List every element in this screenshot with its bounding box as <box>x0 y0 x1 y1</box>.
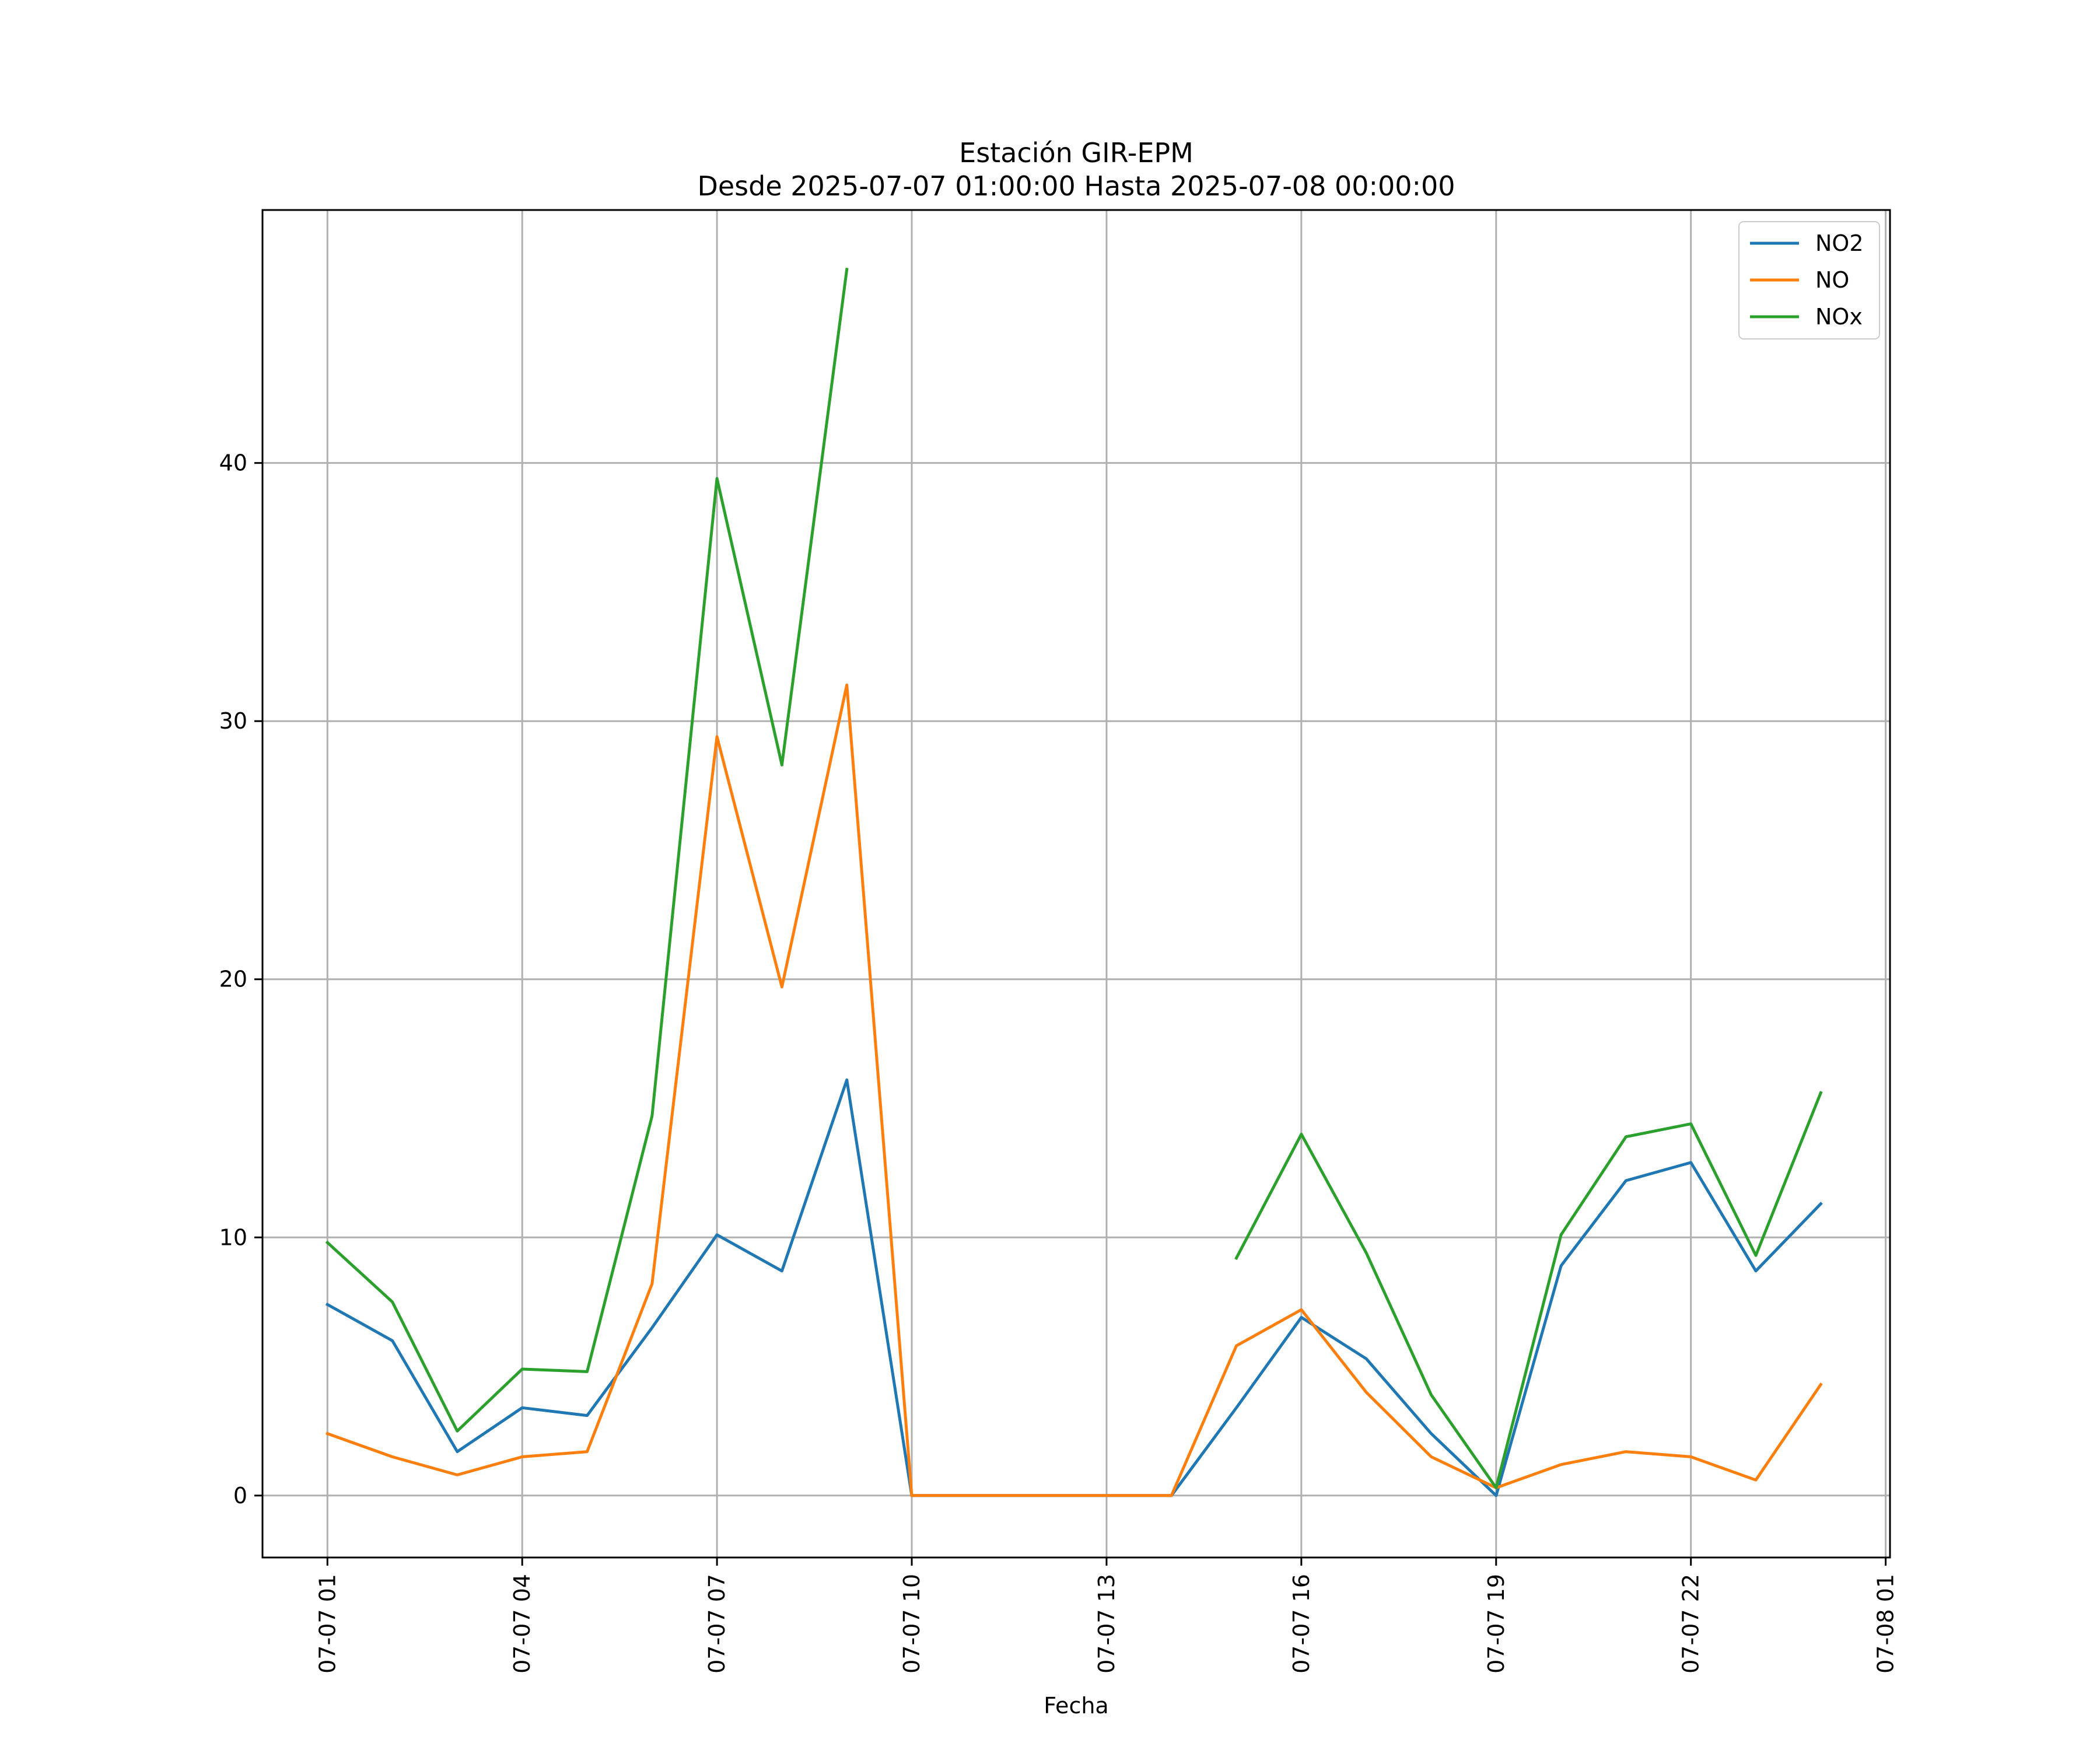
y-tick-label: 10 <box>219 1224 247 1250</box>
chart-title: Estación GIR-EPM <box>959 137 1194 169</box>
legend-box <box>1738 221 1880 340</box>
series-lines <box>325 267 1823 1497</box>
legend-label-no: NO <box>1815 267 1849 293</box>
axis-ticks: 07-07 01 07-07 04 07-07 07 07-07 10 07-07 13… <box>219 450 1899 1674</box>
y-tick-label: 40 <box>219 450 247 476</box>
x-tick-label: 07-07 04 <box>509 1574 535 1674</box>
series-line-nox <box>325 267 1823 1489</box>
x-axis-label: Fecha <box>1044 1693 1108 1718</box>
plot-frame <box>261 209 1891 1559</box>
x-tick-label: 07-07 07 <box>704 1574 730 1674</box>
x-tick-label: 07-07 13 <box>1094 1574 1119 1674</box>
x-tick-label: 07-08 01 <box>1873 1574 1899 1674</box>
x-tick-label: 07-07 19 <box>1483 1574 1509 1674</box>
legend-label-no2: NO2 <box>1815 230 1864 256</box>
y-tick-label: 30 <box>219 708 247 734</box>
x-tick-label: 07-07 01 <box>314 1574 340 1674</box>
x-tick-label: 07-07 22 <box>1678 1574 1704 1674</box>
x-tick-label: 07-07 16 <box>1289 1574 1314 1674</box>
legend: NO2 NO NOx <box>1738 221 1880 340</box>
legend-label-nox: NOx <box>1815 304 1863 330</box>
y-tick-label: 20 <box>219 967 247 992</box>
series-line-no <box>326 683 1823 1497</box>
y-tick-label: 0 <box>233 1483 247 1508</box>
x-tick-label: 07-07 10 <box>899 1574 925 1674</box>
chart-subtitle: Desde 2025-07-07 01:00:00 Hasta 2025-07-… <box>697 170 1455 202</box>
